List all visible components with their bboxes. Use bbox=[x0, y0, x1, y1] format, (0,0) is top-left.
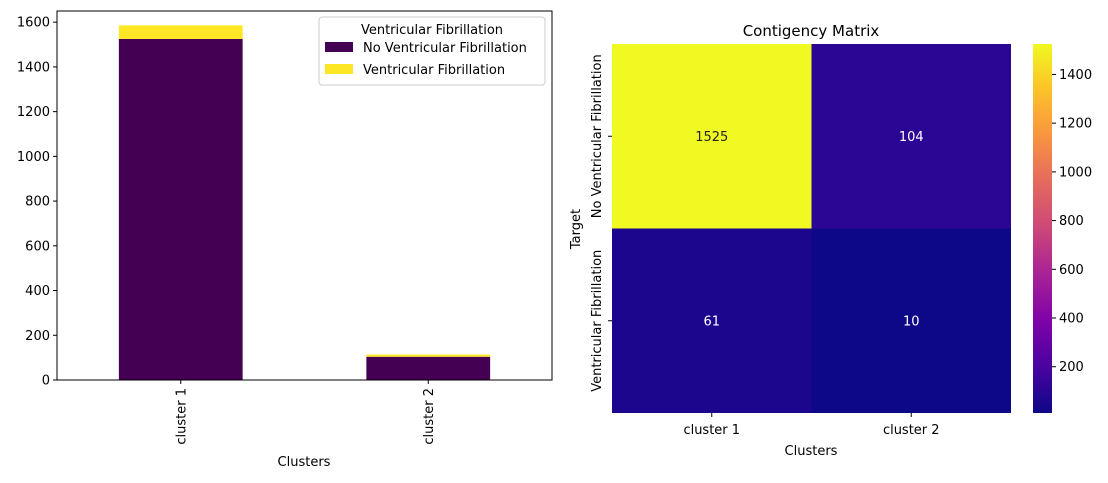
colorbar-tick-label: 400 bbox=[1059, 312, 1084, 327]
heatmap-cell-value: 61 bbox=[703, 314, 720, 329]
legend-swatch-no-vf bbox=[325, 42, 353, 52]
heatmap-y-axis-label: Target bbox=[569, 209, 584, 250]
bar-vf bbox=[366, 354, 491, 357]
colorbar-gradient bbox=[1033, 44, 1052, 413]
heatmap-x-axis-ticks: cluster 1 cluster 2 bbox=[683, 413, 940, 438]
bar-y-tick-label: 800 bbox=[25, 195, 50, 210]
legend-label-vf: Ventricular Fibrillation bbox=[363, 63, 505, 78]
bar-y-tick-label: 1000 bbox=[17, 150, 50, 165]
bar-y-tick-label: 1200 bbox=[17, 105, 50, 120]
bar-no-vf bbox=[118, 38, 243, 381]
bar-x-tick-label: cluster 2 bbox=[422, 388, 437, 445]
heatmap-title: Contigency Matrix bbox=[743, 22, 880, 40]
heatmap-x-tick-label: cluster 2 bbox=[883, 423, 940, 438]
bar-vf bbox=[118, 25, 243, 39]
heatmap-x-axis-label: Clusters bbox=[785, 444, 838, 459]
bar-no-vf bbox=[366, 356, 491, 380]
bar-y-tick-label: 400 bbox=[25, 284, 50, 299]
bar-series bbox=[118, 25, 491, 381]
heatmap-cell-value: 10 bbox=[903, 314, 920, 329]
heatmap-cells: 1525 104 61 10 bbox=[612, 44, 1011, 413]
legend-frame bbox=[318, 16, 546, 86]
bar-y-tick-label: 200 bbox=[25, 329, 50, 344]
bar-y-tick-label: 600 bbox=[25, 239, 50, 254]
colorbar-tick-label: 800 bbox=[1059, 214, 1084, 229]
colorbar: 200 400 600 800 1000 1200 1400 bbox=[1033, 44, 1092, 413]
heatmap-cell-value: 104 bbox=[899, 130, 924, 145]
bar-plot-frame bbox=[56, 10, 553, 381]
colorbar-tick-label: 1000 bbox=[1059, 165, 1092, 180]
heatmap-y-axis-ticks: No Ventricular Fibrillation Ventricular F… bbox=[590, 54, 612, 392]
bar-y-axis-ticks: 0 200 400 600 800 1000 1200 1400 1600 bbox=[17, 16, 57, 389]
heatmap-cell bbox=[811, 228, 1011, 413]
colorbar-tick-label: 1200 bbox=[1059, 117, 1092, 132]
bar-x-tick-label: cluster 1 bbox=[174, 388, 189, 445]
legend-swatch-vf bbox=[325, 64, 353, 74]
bar-y-tick-label: 0 bbox=[42, 374, 50, 389]
heatmap-cell bbox=[811, 44, 1011, 229]
bar-x-axis-label: Clusters bbox=[278, 455, 331, 470]
heatmap-cell-value: 1525 bbox=[695, 130, 728, 145]
bar-x-axis-ticks: cluster 1 cluster 2 bbox=[174, 380, 437, 445]
bar-y-tick-label: 1400 bbox=[17, 60, 50, 75]
legend-title: Ventricular Fibrillation bbox=[361, 23, 503, 38]
heatmap-y-tick-label: Ventricular Fibrillation bbox=[590, 250, 605, 392]
legend-label-no-vf: No Ventricular Fibrillation bbox=[363, 41, 527, 56]
heatmap-cell bbox=[612, 228, 812, 413]
bar-y-tick-label: 1600 bbox=[17, 16, 50, 31]
colorbar-tick-label: 1400 bbox=[1059, 68, 1092, 83]
colorbar-ticks: 200 400 600 800 1000 1200 1400 bbox=[1052, 68, 1092, 375]
heatmap-x-tick-label: cluster 1 bbox=[683, 423, 740, 438]
colorbar-tick-label: 200 bbox=[1059, 360, 1084, 375]
bar-legend: Ventricular Fibrillation No Ventricular … bbox=[318, 16, 546, 86]
heatmap-cell bbox=[612, 44, 812, 229]
heatmap-y-tick-label: No Ventricular Fibrillation bbox=[590, 54, 605, 218]
colorbar-tick-label: 600 bbox=[1059, 263, 1084, 278]
